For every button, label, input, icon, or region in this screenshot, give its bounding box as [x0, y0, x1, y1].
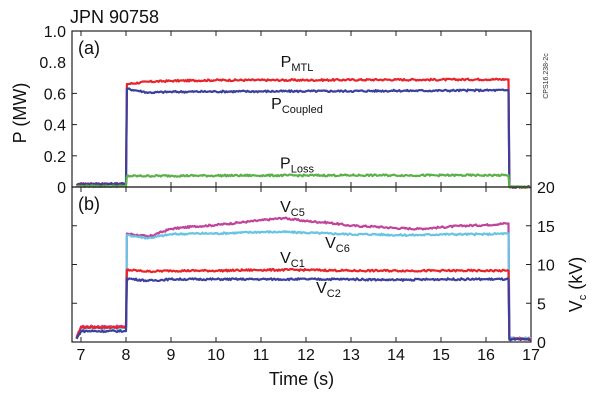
y-tick-label-a-4: 1.0 — [44, 24, 66, 41]
series-label-ploss: PLoss — [280, 155, 314, 175]
series-label-vc1: VC1 — [280, 250, 305, 270]
side-code-label: CPS16.238-2c — [543, 53, 550, 99]
x-tick-label-2: 9 — [167, 347, 176, 364]
x-tick-label-6: 13 — [342, 347, 360, 364]
y-tick-label-b-4: 20 — [537, 180, 555, 197]
y-tick-label-a-3: 0.6 — [44, 86, 66, 103]
x-tick-label-7: 14 — [387, 347, 405, 364]
panel-b: 0 5 10 15 20 (b) VC5 VC6 VC1 VC2 Vc (kV) — [71, 180, 589, 352]
x-tick-label-10: 17 — [522, 347, 540, 364]
x-tick-label-4: 11 — [253, 347, 270, 364]
y-tick-label-a-2: 0.4 — [44, 118, 66, 135]
y-tick-label-b-1: 5 — [537, 296, 546, 313]
x-axis-label: Time (s) — [269, 369, 334, 389]
series-line-vc5 — [75, 216, 532, 341]
y-axis-label-b: Vc (kV) — [566, 257, 589, 313]
x-tick-label-1: 8 — [122, 347, 131, 364]
series-line-vc1 — [75, 267, 532, 341]
series-line-ploss — [76, 173, 532, 189]
x-tick-label-8: 15 — [432, 347, 450, 364]
y-tick-label-a-1: 0.2 — [44, 149, 66, 166]
series-label-pmtl: PMTL — [281, 54, 314, 74]
x-tick-label-9: 16 — [477, 347, 495, 364]
x-tick-label-5: 12 — [297, 347, 315, 364]
series-label-pcoupled: PCoupled — [271, 96, 323, 116]
y-tick-label-overlap-a: 0..8 — [39, 55, 66, 72]
figure-title: JPN 90758 — [70, 7, 159, 27]
y-tick-label-b-3: 15 — [537, 219, 555, 236]
series-label-vc6: VC6 — [325, 235, 350, 255]
series-label-vc2: VC2 — [316, 280, 341, 300]
series-line-vc2 — [75, 277, 532, 342]
x-tick-label-3: 10 — [207, 347, 225, 364]
series-line-pmtl — [75, 77, 532, 189]
y-tick-label-a-0: 0 — [57, 180, 66, 197]
series-line-pcoupled — [76, 87, 532, 189]
panel-label-b: (b) — [78, 194, 100, 214]
series-line-vc6 — [75, 230, 532, 341]
x-axis: 7 8 9 10 11 12 13 14 15 16 17 Time (s) — [77, 347, 540, 389]
y-axis-label-a: P (MW) — [10, 83, 30, 144]
y-tick-label-b-0: 0 — [537, 335, 546, 352]
panel-a: 0 0.2 0.4 0.6 1.0 0..8 (a) PMTL PCoupled PLoss P (… — [10, 24, 532, 197]
y-tick-label-b-2: 10 — [537, 258, 555, 275]
panel-label-a: (a) — [78, 38, 100, 58]
series-label-vc5: VC5 — [280, 199, 305, 219]
x-tick-label-0: 7 — [77, 347, 86, 364]
